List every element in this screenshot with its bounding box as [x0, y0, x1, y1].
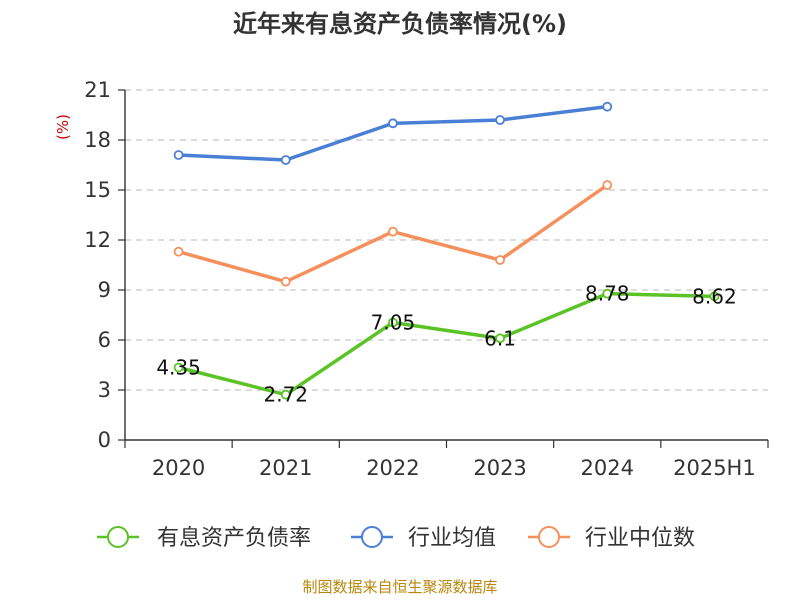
series-0	[173, 288, 720, 400]
legend-item-1: 行业均值	[351, 526, 496, 551]
y-tick-label: 21	[84, 78, 111, 102]
data-point	[280, 276, 291, 287]
x-tick-label: 2023	[473, 456, 526, 480]
x-tick-label: 2025H1	[673, 456, 756, 480]
x-tick-label: 2021	[259, 456, 312, 480]
data-label: 8.62	[692, 284, 737, 308]
y-tick-label: 15	[84, 178, 111, 202]
data-point	[602, 101, 613, 112]
chart-title: 近年来有息资产负债率情况(%)	[233, 10, 567, 38]
y-tick-label: 0	[98, 428, 111, 452]
data-point	[388, 118, 398, 129]
legend-label: 有息资产负债率	[157, 526, 311, 551]
data-point	[709, 291, 720, 302]
legend: 有息资产负债率 行业均值 行业中位数	[97, 526, 695, 551]
source-note: 制图数据来自恒生聚源数据库	[302, 578, 497, 596]
legend-label: 行业均值	[408, 526, 496, 551]
data-point	[495, 333, 505, 344]
y-axis-unit-label: (%)	[54, 114, 72, 140]
legend-item-2: 行业中位数	[528, 526, 695, 551]
legend-marker	[538, 526, 560, 548]
data-point	[495, 115, 505, 125]
data-point	[495, 255, 505, 265]
data-label: 2.72	[263, 383, 308, 407]
y-tick-label: 6	[98, 328, 111, 352]
series-line	[178, 104, 608, 162]
axes: 0 3 6 9 12 15 18 21 2020 2021 2022 2023 2024 2025H1	[84, 78, 769, 480]
y-tick-label: 18	[84, 128, 111, 152]
data-point	[173, 362, 184, 373]
data-labels: 4.35 2.72 7.05 6.1 8.78 8.62	[156, 282, 736, 407]
data-point	[173, 150, 184, 160]
x-tick-label: 2022	[366, 456, 419, 480]
x-tick-label: 2020	[152, 456, 205, 480]
legend-item-0: 有息资产负债率	[97, 526, 311, 551]
data-point	[388, 226, 398, 237]
legend-marker	[107, 526, 129, 548]
data-label: 4.35	[156, 356, 201, 380]
data-point	[280, 389, 291, 400]
legend-label: 行业中位数	[585, 526, 695, 551]
data-point	[388, 317, 398, 328]
data-point	[602, 288, 613, 299]
y-tick-label: 3	[98, 378, 111, 402]
data-label: 7.05	[371, 311, 416, 335]
data-point	[602, 180, 613, 190]
series-lines	[173, 101, 720, 400]
x-tick-label: 2024	[581, 456, 634, 480]
legend-marker	[361, 526, 383, 548]
data-point	[280, 155, 291, 165]
y-tick-label: 9	[98, 278, 111, 302]
grid-lines	[125, 89, 768, 391]
series-line	[178, 291, 715, 397]
y-tick-label: 12	[84, 228, 111, 252]
data-label: 8.78	[585, 282, 630, 306]
series-2	[173, 180, 613, 287]
data-point	[173, 246, 184, 257]
series-1	[173, 101, 613, 165]
data-label: 6.1	[484, 326, 516, 350]
